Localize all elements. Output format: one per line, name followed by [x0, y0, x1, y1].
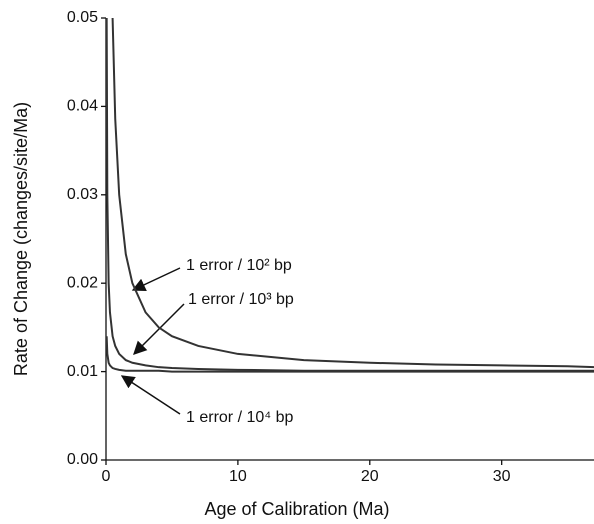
y-tick-label: 0.02 — [67, 274, 98, 291]
arrow — [131, 267, 181, 291]
x-tick-label: 0 — [102, 468, 111, 485]
annotation: 1 error / 10³ bp — [188, 291, 294, 308]
series-line — [111, 17, 594, 369]
y-tick-label: 0.05 — [67, 9, 98, 26]
arrow — [120, 375, 181, 415]
y-tick-label: 0.01 — [67, 363, 98, 380]
y-axis-title: Rate of Change (changes/site/Ma) — [11, 102, 31, 376]
series-line — [106, 17, 594, 372]
y-tick-label: 0.00 — [67, 451, 98, 468]
annotation: 1 error / 10² bp — [186, 257, 292, 274]
series-line — [106, 336, 594, 373]
x-tick-label: 30 — [493, 468, 511, 485]
y-tick-label: 0.04 — [67, 98, 98, 115]
annotation: 1 error / 10⁴ bp — [186, 409, 293, 426]
x-tick-label: 20 — [361, 468, 379, 485]
arrow — [133, 303, 185, 355]
y-tick-label: 0.03 — [67, 186, 98, 203]
x-tick-label: 10 — [229, 468, 247, 485]
x-axis-title: Age of Calibration (Ma) — [204, 499, 389, 519]
